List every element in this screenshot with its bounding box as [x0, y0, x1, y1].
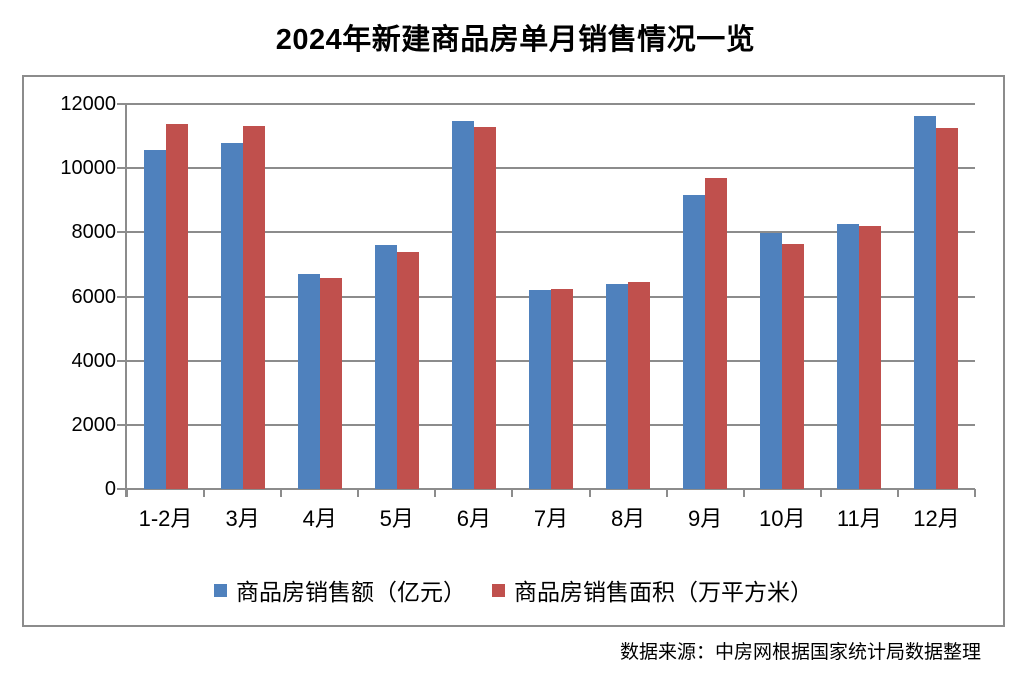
plot-area [117, 103, 976, 497]
legend-swatch-icon [214, 583, 227, 597]
bar-5月-商品房销售面积（万平方米） [396, 251, 419, 489]
y-tick [117, 103, 127, 105]
legend-item: 商品房销售额（亿元） [214, 573, 466, 607]
bar-11月-商品房销售额（亿元） [837, 223, 860, 489]
y-axis-tick-label: 4000 [71, 349, 117, 372]
x-axis-tick-label: 7月 [533, 506, 569, 531]
y-axis-tick-label: 6000 [71, 285, 117, 308]
bar-4月-商品房销售额（亿元） [297, 273, 320, 489]
y-tick [117, 295, 127, 298]
x-tick [665, 489, 668, 497]
x-tick [126, 489, 128, 497]
legend-item: 商品房销售面积（万平方米） [492, 573, 813, 607]
data-source-note: 数据来源：中房网根据国家统计局数据整理 [619, 642, 981, 663]
x-axis-tick-label: 12月 [913, 506, 960, 531]
x-tick [974, 489, 976, 497]
x-axis-tick-label: 10月 [759, 506, 806, 531]
x-tick [896, 489, 899, 497]
bar-12月-商品房销售面积（万平方米） [936, 127, 959, 489]
gridline [127, 167, 975, 170]
x-tick [511, 489, 514, 497]
bar-3月-商品房销售额（亿元） [220, 142, 243, 489]
x-tick [742, 489, 745, 497]
x-axis-tick-label: 8月 [610, 506, 646, 531]
bar-4月-商品房销售面积（万平方米） [319, 277, 342, 489]
bar-5月-商品房销售额（亿元） [374, 245, 397, 489]
x-tick [434, 489, 437, 497]
bar-7月-商品房销售面积（万平方米） [551, 289, 573, 489]
gridline [127, 231, 975, 234]
bar-8月-商品房销售面积（万平方米） [628, 281, 651, 489]
y-axis-line [125, 104, 127, 497]
x-axis-tick-label: 9月 [688, 506, 723, 531]
bar-10月-商品房销售面积（万平方米） [782, 243, 805, 489]
bar-10月-商品房销售额（亿元） [760, 233, 783, 489]
bar-7月-商品房销售额（亿元） [529, 290, 551, 489]
x-axis-labels: 1-2月 3月 4月 5月 6月 7月 8月 9月 10月 11月 12月 [127, 504, 975, 534]
y-axis-tick-label: 10000 [60, 157, 116, 180]
chart-title: 2024年新建商品房单月销售情况一览 [275, 24, 756, 56]
y-tick [117, 423, 127, 426]
x-axis-tick-label: 11月 [836, 506, 882, 531]
x-tick [819, 489, 822, 497]
x-axis-tick-label: 3月 [225, 506, 260, 531]
x-axis-tick-label: 6月 [456, 506, 492, 531]
bar-3月-商品房销售面积（万平方米） [242, 126, 265, 489]
x-tick [588, 489, 591, 497]
x-axis-tick-label: 1-2月 [138, 506, 193, 531]
x-axis-tick-label: 5月 [379, 506, 414, 531]
legend: 商品房销售额（亿元） 商品房销售面积（万平方米） [24, 573, 1003, 607]
gridline [127, 103, 975, 105]
y-tick [117, 359, 127, 362]
y-tick [117, 488, 127, 490]
bar-9月-商品房销售面积（万平方米） [705, 178, 728, 489]
y-tick [117, 167, 127, 170]
bar-12月-商品房销售额（亿元） [914, 116, 937, 489]
bar-6月-商品房销售面积（万平方米） [473, 127, 496, 489]
y-axis-tick-label: 2000 [71, 413, 117, 436]
bar-9月-商品房销售额（亿元） [683, 195, 706, 489]
x-tick [357, 489, 360, 497]
bar-8月-商品房销售额（亿元） [606, 283, 629, 489]
legend-label: 商品房销售面积（万平方米） [514, 580, 813, 605]
bar-1-2月-商品房销售面积（万平方米） [165, 124, 188, 489]
y-tick [117, 231, 127, 234]
legend-swatch-icon [492, 583, 505, 597]
y-axis-tick-label: 8000 [71, 221, 117, 244]
bar-6月-商品房销售额（亿元） [451, 121, 474, 489]
y-axis-tick-label: 0 [104, 478, 116, 500]
y-axis-tick-label: 12000 [60, 93, 116, 115]
legend-label: 商品房销售额（亿元） [236, 580, 466, 605]
x-tick [203, 489, 206, 497]
gridline [127, 488, 975, 490]
x-axis-tick-label: 4月 [302, 506, 337, 531]
bar-1-2月-商品房销售额（亿元） [143, 150, 166, 489]
chart-frame: 0 2000 4000 6000 8000 10000 12000 1-2月 3月 4月 5月 6月… [22, 75, 1005, 627]
x-tick [280, 489, 283, 497]
bar-11月-商品房销售面积（万平方米） [859, 226, 882, 489]
